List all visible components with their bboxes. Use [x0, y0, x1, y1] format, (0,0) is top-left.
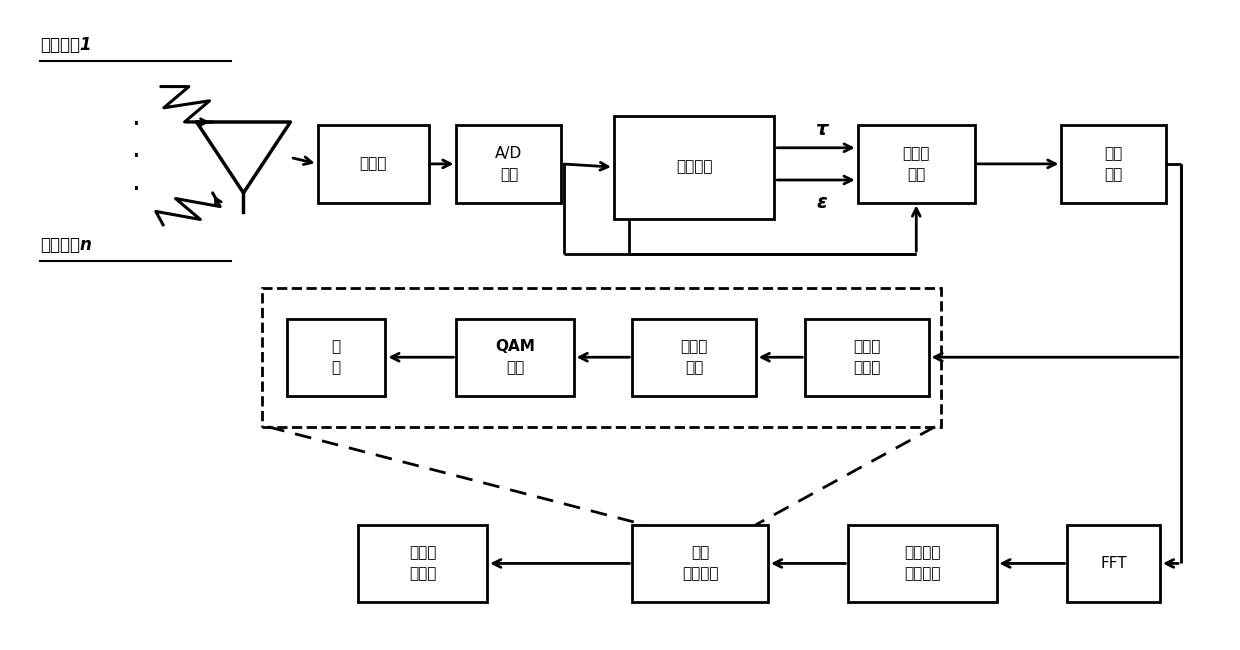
Bar: [1061, 125, 1167, 203]
Text: 多径信道1: 多径信道1: [40, 36, 92, 55]
Bar: [357, 525, 487, 602]
Bar: [805, 318, 929, 396]
Text: A/D
转换: A/D 转换: [495, 146, 522, 182]
Text: 下变频: 下变频: [360, 157, 387, 172]
Text: FFT: FFT: [1100, 556, 1127, 571]
Bar: [262, 287, 941, 427]
Text: τ: τ: [816, 120, 828, 139]
Text: 匹配
滤波: 匹配 滤波: [1105, 146, 1123, 182]
Bar: [848, 525, 997, 602]
Bar: [858, 125, 975, 203]
Bar: [456, 125, 562, 203]
Text: 解
码: 解 码: [331, 339, 341, 375]
Text: 去正交化
相位映射: 去正交化 相位映射: [904, 545, 941, 582]
Bar: [614, 116, 774, 218]
Text: ε: ε: [817, 193, 827, 212]
Text: 实虚部
合并: 实虚部 合并: [681, 339, 708, 375]
Bar: [286, 318, 386, 396]
Text: 多径信道n: 多径信道n: [40, 236, 92, 254]
Text: 时频偏
补偿: 时频偏 补偿: [903, 146, 930, 182]
Bar: [317, 125, 429, 203]
Text: QAM
解调: QAM 解调: [495, 339, 534, 375]
Bar: [1068, 525, 1161, 602]
Text: 信道估
计均衡: 信道估 计均衡: [853, 339, 880, 375]
Bar: [632, 318, 756, 396]
Bar: [632, 525, 768, 602]
Text: 用户比
特数据: 用户比 特数据: [409, 545, 436, 582]
Text: ·
·
·: · · ·: [131, 111, 140, 204]
Bar: [456, 318, 574, 396]
Text: 同步估计: 同步估计: [676, 160, 712, 175]
Text: 常规
信号处理: 常规 信号处理: [682, 545, 718, 582]
